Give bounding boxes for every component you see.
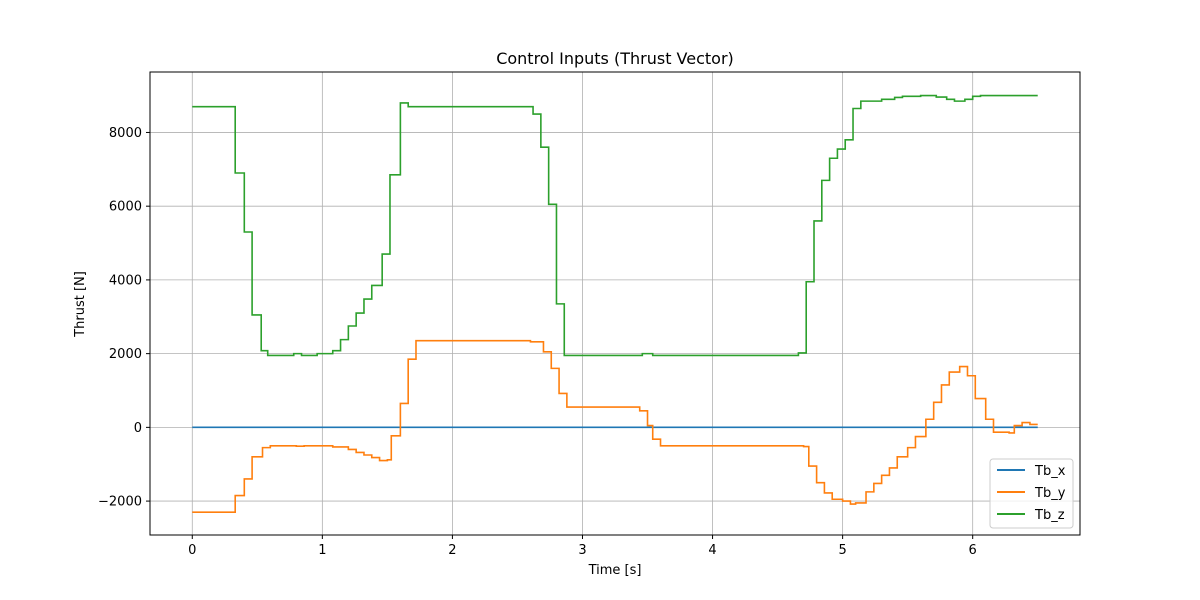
series-lines [192, 94, 1038, 513]
y-tick-label: −2000 [98, 495, 142, 510]
chart-title: Control Inputs (Thrust Vector) [496, 49, 734, 68]
legend-label-tb-x: Tb_x [1034, 464, 1066, 479]
y-tick-label: 8000 [109, 126, 142, 141]
y-axis-label: Thrust [N] [73, 271, 88, 338]
y-tick-label: 4000 [109, 273, 142, 288]
x-axis: 0 1 2 3 4 5 6 [188, 535, 977, 558]
x-tick-label: 6 [969, 543, 977, 558]
x-tick-label: 1 [318, 543, 326, 558]
legend-box [989, 458, 1074, 529]
y-tick-label: 0 [134, 421, 142, 436]
x-tick-label: 3 [578, 543, 586, 558]
series-line-tb-z [192, 94, 1038, 357]
x-tick-label: 2 [448, 543, 456, 558]
y-tick-label: 6000 [109, 200, 142, 215]
y-tick-label: 2000 [109, 347, 142, 362]
legend-label-tb-z: Tb_z [1034, 508, 1065, 523]
x-axis-label: Time [s] [588, 563, 642, 578]
x-tick-label: 4 [708, 543, 716, 558]
x-tick-label: 5 [838, 543, 846, 558]
series-line-tb-y [192, 339, 1038, 513]
plot-frame [149, 71, 1081, 536]
legend: Tb_x Tb_y Tb_z [989, 458, 1074, 529]
y-axis: −2000 0 2000 4000 6000 8000 [98, 126, 150, 510]
grid [150, 72, 1080, 535]
legend-label-tb-y: Tb_y [1034, 486, 1066, 501]
x-tick-label: 0 [188, 543, 196, 558]
